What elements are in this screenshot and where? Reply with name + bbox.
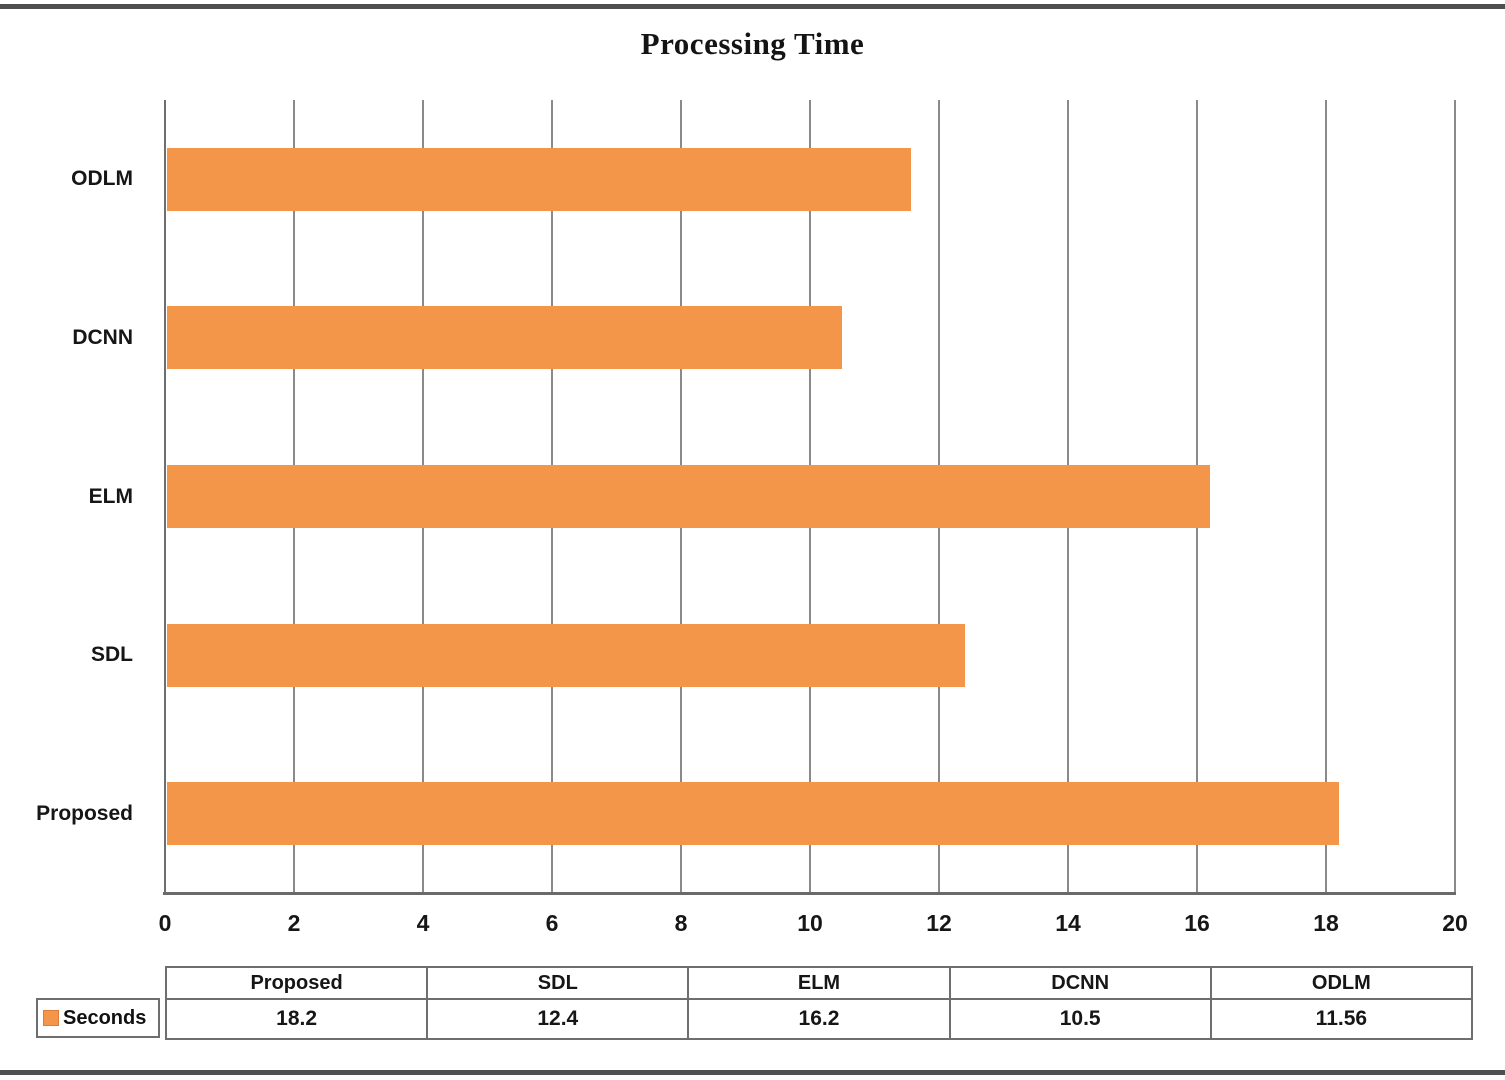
- category-label-elm: ELM: [88, 484, 133, 508]
- gridline-x-18: [1325, 100, 1327, 893]
- category-label-odlm: ODLM: [71, 167, 133, 191]
- bar-odlm: [167, 147, 911, 211]
- x-tick-label: 0: [158, 910, 172, 936]
- table-value-row: 18.2 12.4 16.2 10.5 11.56: [164, 998, 1474, 1040]
- bar-dcnn: [167, 306, 843, 370]
- category-label-dcnn: DCNN: [72, 325, 133, 349]
- bottom-border-rule: [0, 1070, 1505, 1075]
- category-label-proposed: Proposed: [36, 801, 133, 825]
- table-value-cell-proposed: 18.2: [164, 998, 429, 1040]
- table-value-cell-elm: 16.2: [687, 998, 951, 1040]
- table-value-cell-odlm: 11.56: [1209, 998, 1474, 1040]
- bar-sdl: [167, 623, 965, 687]
- x-tick-label: 10: [797, 910, 823, 936]
- table-header-cell-proposed: Proposed: [164, 966, 429, 1000]
- legend-swatch-icon: [43, 1010, 59, 1026]
- table-header-row: Proposed SDL ELM DCNN ODLM: [164, 966, 1474, 1000]
- table-header-cell-sdl: SDL: [426, 966, 690, 1000]
- table-value-cell-dcnn: 10.5: [948, 998, 1212, 1040]
- gridline-x-20: [1454, 100, 1456, 893]
- bar-elm: [167, 465, 1210, 528]
- x-tick-label: 18: [1313, 910, 1339, 936]
- legend-cell: Seconds: [36, 998, 160, 1038]
- y-axis-line: [164, 100, 166, 893]
- x-tick-label: 14: [1055, 910, 1081, 936]
- x-tick-label: 6: [545, 910, 559, 936]
- chart-title: Processing Time: [640, 26, 865, 61]
- table-header-cell-odlm: ODLM: [1209, 966, 1474, 1000]
- top-border-rule: [0, 4, 1505, 9]
- x-tick-label: 20: [1442, 910, 1468, 936]
- legend-label: Seconds: [63, 1006, 147, 1029]
- x-tick-label: 16: [1184, 910, 1210, 936]
- x-tick-label: 2: [287, 910, 301, 936]
- x-tick-label: 4: [416, 910, 430, 936]
- bar-proposed: [167, 782, 1339, 846]
- table-value-cell-sdl: 12.4: [426, 998, 690, 1040]
- category-label-sdl: SDL: [91, 643, 133, 667]
- x-axis-line: [163, 892, 1456, 895]
- table-header-cell-elm: ELM: [687, 966, 951, 1000]
- data-table: Proposed SDL ELM DCNN ODLM 18.2 12.4 16.2 10.5 1…: [164, 966, 1474, 1040]
- table-header-cell-dcnn: DCNN: [948, 966, 1212, 1000]
- x-tick-label: 12: [926, 910, 952, 936]
- x-tick-label: 8: [674, 910, 688, 936]
